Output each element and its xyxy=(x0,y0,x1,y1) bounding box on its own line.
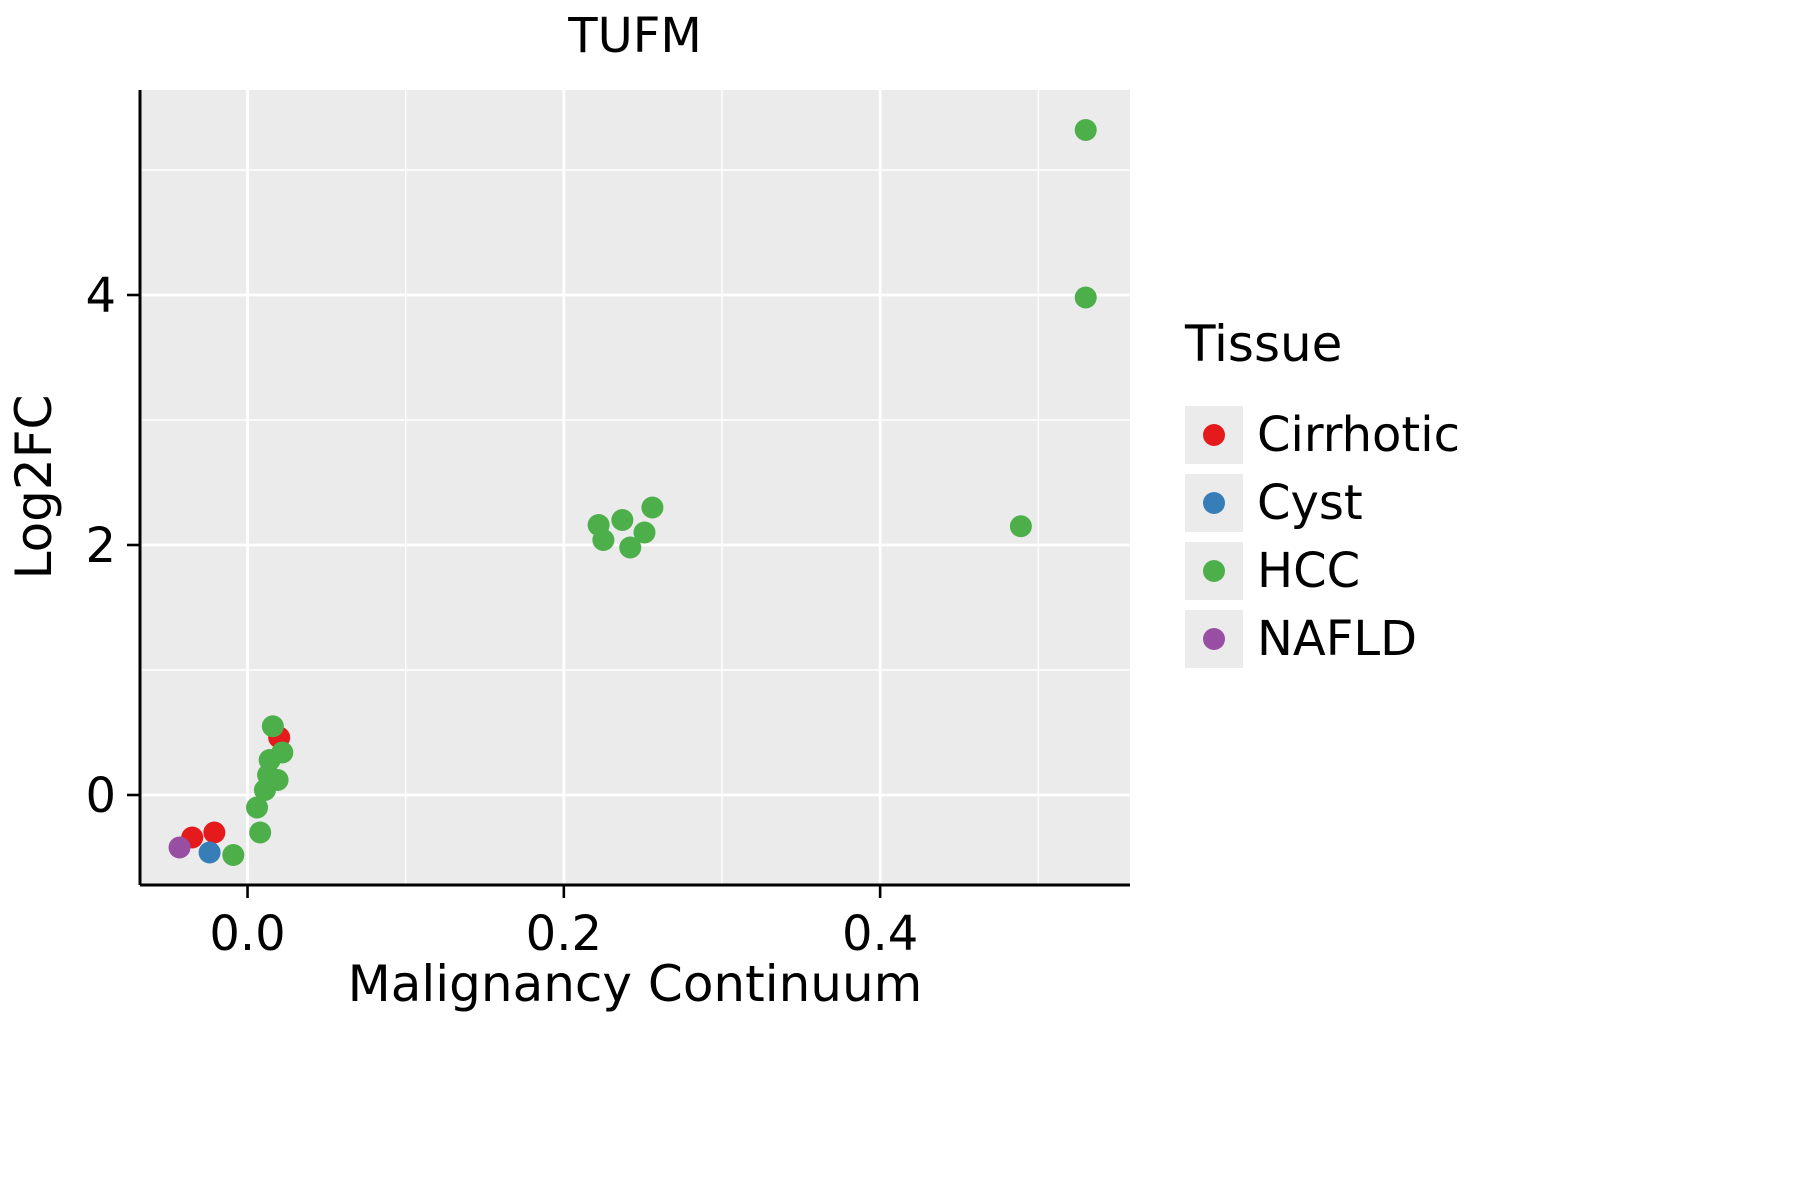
x-tick-label: 0.0 xyxy=(209,906,285,962)
y-tick-label: 4 xyxy=(85,268,116,324)
x-tick-label: 0.4 xyxy=(842,906,918,962)
data-point-hcc xyxy=(271,741,294,764)
legend-title: Tissue xyxy=(1185,315,1343,373)
data-point-hcc xyxy=(611,509,634,531)
data-point-cyst xyxy=(198,841,221,864)
chart-title: TUFM xyxy=(568,8,702,64)
data-point-hcc xyxy=(246,796,269,819)
legend-key xyxy=(1185,610,1243,668)
legend-key xyxy=(1185,474,1243,532)
legend-label: Cirrhotic xyxy=(1257,407,1460,463)
legend-dot-icon xyxy=(1203,492,1225,514)
data-point-hcc xyxy=(641,496,664,519)
y-tick-label: 0 xyxy=(85,768,116,824)
legend-key xyxy=(1185,406,1243,464)
data-point-nafld xyxy=(168,836,191,859)
data-point-hcc xyxy=(249,821,272,844)
data-point-hcc xyxy=(592,529,615,551)
legend-entries: Cirrhotic Cyst HCC NAFLD xyxy=(1185,401,1460,673)
data-point-hcc xyxy=(1074,286,1097,309)
legend-entry-cirrhotic: Cirrhotic xyxy=(1185,401,1460,469)
legend-dot-icon xyxy=(1203,424,1225,446)
legend-label: HCC xyxy=(1257,543,1361,599)
data-point-hcc xyxy=(619,536,642,559)
legend-label: Cyst xyxy=(1257,475,1363,531)
legend-dot-icon xyxy=(1203,560,1225,582)
data-point-hcc xyxy=(222,844,245,866)
plot-panel xyxy=(140,90,1130,885)
data-point-hcc xyxy=(1009,515,1032,538)
legend-dot-icon xyxy=(1203,628,1225,650)
data-point-cirrhotic xyxy=(203,821,226,844)
y-tick-label: 2 xyxy=(85,518,116,574)
data-point-hcc xyxy=(261,715,284,738)
data-point-hcc xyxy=(633,521,656,544)
data-point-hcc xyxy=(1074,119,1097,141)
x-tick-label: 0.2 xyxy=(526,906,602,962)
legend-entry-hcc: HCC xyxy=(1185,537,1460,605)
legend: Tissue Cirrhotic Cyst HCC NAFLD xyxy=(1185,315,1460,673)
legend-entry-nafld: NAFLD xyxy=(1185,605,1460,673)
legend-entry-cyst: Cyst xyxy=(1185,469,1460,537)
legend-key xyxy=(1185,542,1243,600)
legend-label: NAFLD xyxy=(1257,611,1418,667)
x-axis-label: Malignancy Continuum xyxy=(347,955,923,1013)
